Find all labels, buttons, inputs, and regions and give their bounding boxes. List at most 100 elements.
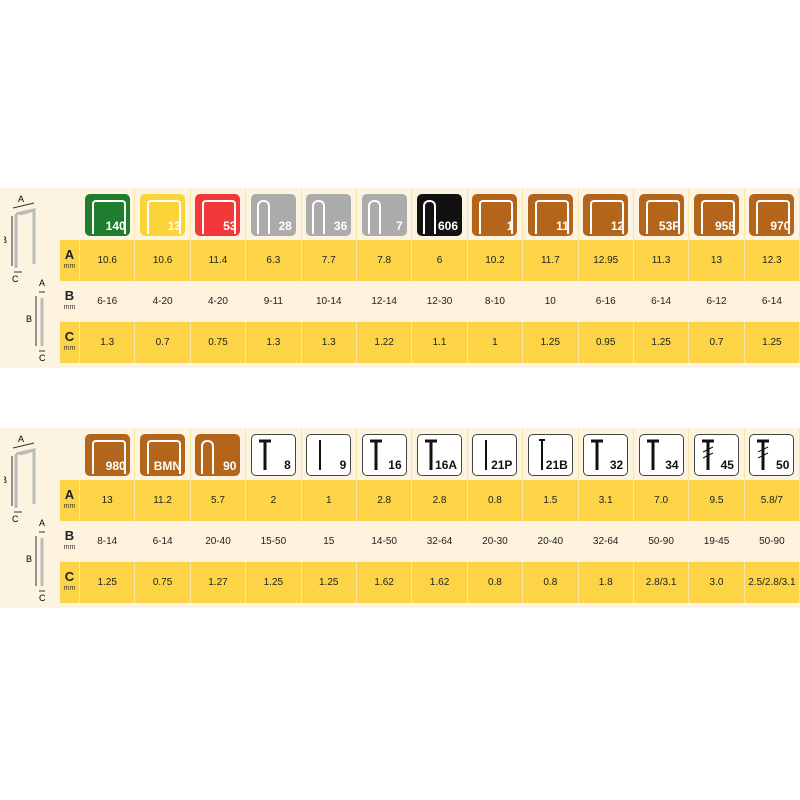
value-b: 12-14 bbox=[356, 281, 413, 322]
type-header: 970 bbox=[745, 188, 800, 240]
value-a: 9.5 bbox=[689, 480, 745, 521]
staple-type-badge: 16A bbox=[417, 434, 463, 476]
diagram-label-c: C bbox=[12, 274, 19, 284]
row-letter: A bbox=[64, 246, 75, 262]
staple-type-badge: 140 bbox=[84, 194, 130, 236]
value-c: 1.1 bbox=[412, 322, 468, 363]
value-b: 8-10 bbox=[467, 281, 524, 322]
type-number: 13 bbox=[167, 219, 182, 233]
value-a: 11.3 bbox=[633, 240, 690, 281]
value-c: 3.0 bbox=[689, 562, 745, 603]
type-number: 21B bbox=[545, 458, 568, 472]
staple-type-badge: 32 bbox=[583, 434, 629, 476]
value-b: 6-14 bbox=[633, 281, 690, 322]
staple-narrow-icon bbox=[423, 200, 437, 234]
value-c: 1.62 bbox=[356, 562, 413, 603]
type-number: 980 bbox=[105, 459, 126, 473]
type-header: 9 bbox=[302, 428, 357, 480]
value-a: 5.8/7 bbox=[744, 480, 800, 521]
value-c: 0.7 bbox=[689, 322, 745, 363]
value-b: 12-30 bbox=[412, 281, 468, 322]
value-b: 14-50 bbox=[356, 521, 413, 562]
value-a: 7.7 bbox=[301, 240, 357, 281]
diagram-label-b: B bbox=[4, 475, 7, 485]
type-number: BMN bbox=[153, 459, 182, 473]
value-b: 19-45 bbox=[689, 521, 745, 562]
value-b: 6-16 bbox=[578, 281, 634, 322]
diagram-label-b: B bbox=[4, 235, 7, 245]
staple-wide-icon bbox=[756, 200, 791, 234]
value-c: 1.3 bbox=[246, 322, 302, 363]
type-number: 958 bbox=[714, 219, 735, 233]
row-unit: mm bbox=[63, 502, 76, 510]
staple-type-badge: 16 bbox=[361, 434, 407, 476]
type-number: 50 bbox=[776, 458, 790, 472]
type-number: 606 bbox=[438, 219, 459, 233]
staple-wide-icon bbox=[147, 440, 182, 474]
type-number: 53 bbox=[223, 219, 237, 233]
type-number: 36 bbox=[333, 219, 348, 233]
staple-type-badge: 1 bbox=[472, 194, 518, 236]
staple-type-badge: 21P bbox=[472, 434, 518, 476]
staple-wide-icon bbox=[91, 440, 126, 474]
value-a: 1 bbox=[301, 480, 357, 521]
row-letter: B bbox=[64, 287, 75, 303]
value-a: 2.8 bbox=[412, 480, 468, 521]
staple-narrow-icon bbox=[367, 200, 381, 234]
staple-type-badge: 980 bbox=[84, 434, 130, 476]
value-a: 6 bbox=[412, 240, 468, 281]
staple-narrow-icon bbox=[201, 440, 215, 474]
value-a: 3.1 bbox=[578, 480, 634, 521]
type-header: BMN bbox=[135, 428, 191, 480]
type-header: 36 bbox=[302, 188, 357, 240]
value-c: 1 bbox=[467, 322, 524, 363]
staple-wide-icon bbox=[202, 200, 237, 234]
value-c: 1.62 bbox=[412, 562, 468, 603]
nail-icon bbox=[369, 439, 382, 470]
staple-narrow-icon bbox=[312, 200, 326, 234]
type-header: 606 bbox=[412, 188, 468, 240]
value-a: 13 bbox=[80, 480, 136, 521]
staple-type-badge: 21B bbox=[527, 434, 573, 476]
value-c: 1.27 bbox=[190, 562, 247, 603]
value-c: 0.8 bbox=[523, 562, 579, 603]
screw-icon bbox=[701, 439, 714, 470]
value-a: 10.6 bbox=[80, 240, 136, 281]
value-b: 6-16 bbox=[80, 281, 136, 322]
staple-type-badge: 45 bbox=[693, 434, 739, 476]
value-a: 2 bbox=[246, 480, 302, 521]
value-c: 1.25 bbox=[246, 562, 302, 603]
value-a: 6.3 bbox=[246, 240, 302, 281]
type-header: 53 bbox=[191, 188, 247, 240]
type-header: 16 bbox=[357, 428, 413, 480]
staple-type-badge: 11 bbox=[527, 194, 573, 236]
staple-wide-icon bbox=[590, 200, 625, 234]
staple-type-badge: 28 bbox=[250, 194, 296, 236]
type-number: 140 bbox=[105, 219, 126, 233]
type-number: 11 bbox=[556, 219, 569, 233]
staple-type-badge: 50 bbox=[749, 434, 795, 476]
type-number: 7 bbox=[395, 219, 403, 233]
value-c: 1.25 bbox=[744, 322, 800, 363]
value-c: 0.7 bbox=[135, 322, 191, 363]
value-a: 11.7 bbox=[523, 240, 579, 281]
type-number: 970 bbox=[770, 219, 791, 233]
value-c: 0.75 bbox=[135, 562, 191, 603]
brad-icon bbox=[538, 439, 545, 470]
diagram-label-a: A bbox=[18, 434, 24, 444]
value-b: 20-30 bbox=[467, 521, 524, 562]
type-number: 90 bbox=[223, 459, 237, 473]
type-header: 8 bbox=[246, 428, 302, 480]
staple-type-badge: 36 bbox=[306, 194, 352, 236]
staple-type-badge: 13 bbox=[140, 194, 186, 236]
row-unit: mm bbox=[63, 303, 76, 311]
value-a: 11.4 bbox=[190, 240, 247, 281]
value-b: 6-14 bbox=[135, 521, 191, 562]
staple-wide-icon bbox=[147, 200, 182, 234]
value-b: 50-90 bbox=[633, 521, 690, 562]
staple-type-badge: 34 bbox=[638, 434, 684, 476]
pin-icon bbox=[319, 440, 322, 470]
type-number: 16 bbox=[388, 458, 402, 472]
